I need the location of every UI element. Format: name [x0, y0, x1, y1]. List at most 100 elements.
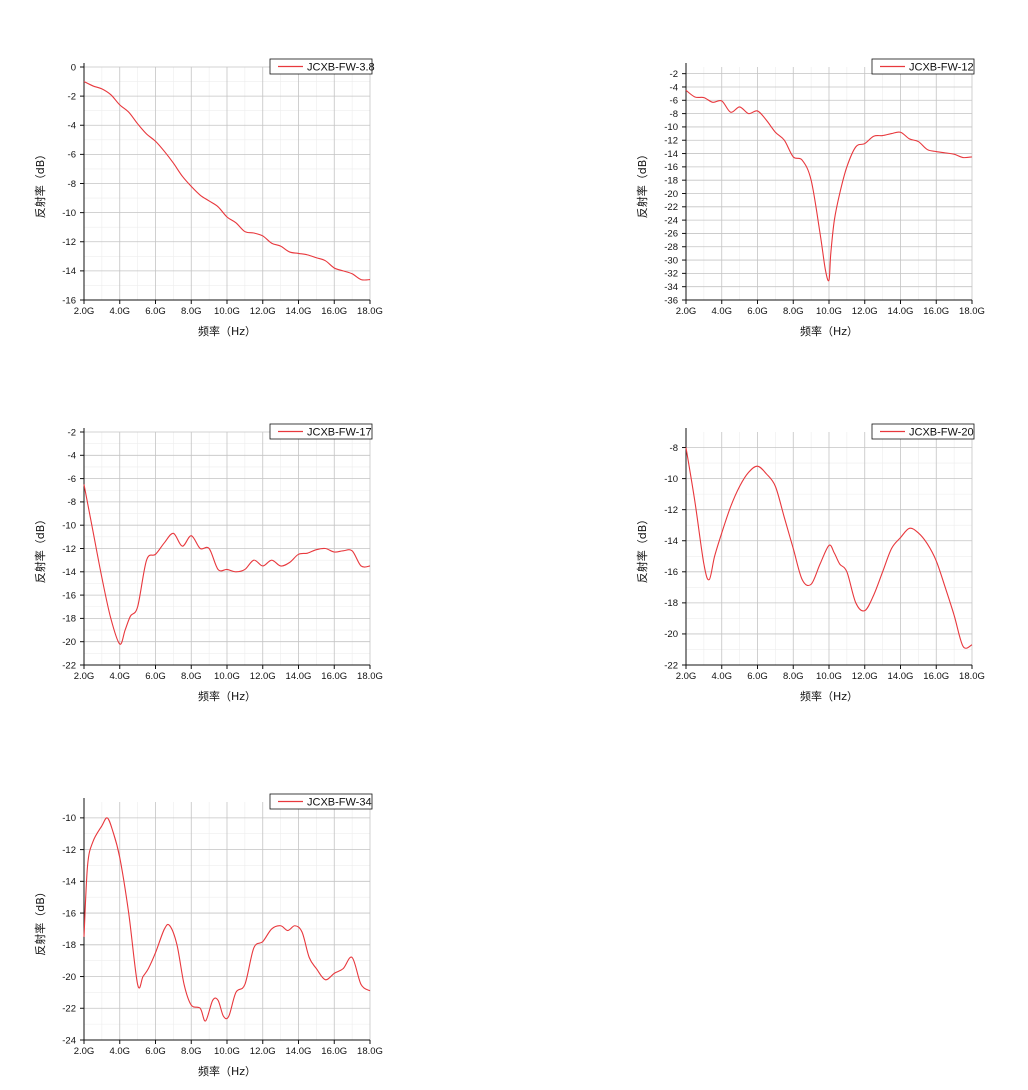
x-tick-label: 18.0G: [357, 1046, 383, 1057]
y-tick-label: -10: [62, 521, 76, 532]
y-tick-label: -22: [62, 660, 76, 671]
x-tick-label: 2.0G: [676, 306, 697, 317]
y-axis-title: 反射率（dB）: [635, 149, 649, 219]
y-tick-label: -16: [62, 908, 76, 919]
y-tick-label: -10: [62, 813, 76, 824]
x-tick-label: 10.0G: [214, 671, 240, 682]
y-tick-label: -14: [62, 877, 76, 888]
y-axis-title: 反射率（dB）: [33, 514, 47, 584]
chart-2: 2.0G 4.0G 6.0G 8.0G 10.0G 12.0G 14.0G 16.0G 18.0…: [635, 58, 985, 338]
y-tick-label: -20: [62, 972, 76, 983]
x-axis-title: 频率（Hz）: [198, 324, 256, 338]
series-line: [83, 484, 371, 645]
x-axis-title: 频率（Hz）: [800, 324, 858, 338]
chart-4: 2.0G 4.0G 6.0G 8.0G 10.0G 12.0G 14.0G 16.0G 18.0…: [635, 423, 985, 703]
y-tick-label: -2: [68, 427, 76, 438]
y-tick-label: -12: [664, 505, 678, 516]
legend-label: JCXB-FW-20: [909, 426, 974, 438]
major-grid: [685, 67, 973, 301]
y-tick-label: -6: [68, 150, 76, 161]
x-tick-label: 4.0G: [109, 671, 130, 682]
x-axis-title: 频率（Hz）: [198, 1064, 256, 1078]
legend-box: [269, 58, 373, 75]
x-tick-label: 4.0G: [711, 671, 732, 682]
x-tick-label: 6.0G: [145, 1046, 166, 1057]
y-tick-label: -10: [664, 474, 678, 485]
x-axis-title: 频率（Hz）: [198, 689, 256, 703]
y-tick-label: -14: [62, 266, 76, 277]
x-tick-label: 8.0G: [181, 1046, 202, 1057]
x-axis-title: 频率（Hz）: [800, 689, 858, 703]
x-tick-label: 2.0G: [74, 306, 95, 317]
y-tick-label: -4: [670, 82, 678, 93]
x-tick-label: 14.0G: [888, 671, 914, 682]
y-tick-label: -8: [670, 443, 678, 454]
y-tick-label: -12: [664, 136, 678, 147]
x-tick-label: 10.0G: [214, 306, 240, 317]
x-tick-label: 14.0G: [888, 306, 914, 317]
minor-grid: [703, 67, 955, 300]
y-tick-label: -2: [670, 69, 678, 80]
x-tick-label: 2.0G: [676, 671, 697, 682]
chart-5: 2.0G 4.0G 6.0G 8.0G 10.0G 12.0G 14.0G 16.0G 18.0…: [33, 793, 383, 1078]
x-tick-label: 12.0G: [852, 671, 878, 682]
x-tick-label: 4.0G: [109, 1046, 130, 1057]
x-tick-label: 12.0G: [250, 1046, 276, 1057]
y-tick-label: -16: [664, 567, 678, 578]
y-tick-label: -6: [68, 474, 76, 485]
x-tick-label: 12.0G: [852, 306, 878, 317]
y-tick-label: -20: [664, 189, 678, 200]
y-tick-label: -18: [664, 598, 678, 609]
y-tick-label: -28: [664, 242, 678, 253]
y-tick-label: -2: [68, 91, 76, 102]
y-tick-label: -12: [62, 544, 76, 555]
y-axis-title: 反射率（dB）: [33, 886, 47, 956]
y-tick-label: -10: [62, 208, 76, 219]
y-tick-label: -8: [670, 109, 678, 120]
y-tick-label: -12: [62, 237, 76, 248]
legend-box: [871, 423, 975, 440]
x-tick-label: 8.0G: [181, 671, 202, 682]
y-tick-label: -36: [664, 295, 678, 306]
x-tick-label: 8.0G: [181, 306, 202, 317]
x-tick-label: 10.0G: [214, 1046, 240, 1057]
legend-label: JCXB-FW-17: [307, 426, 372, 438]
y-tick-label: 0: [71, 62, 76, 73]
x-tick-label: 10.0G: [816, 306, 842, 317]
y-tick-label: -26: [664, 229, 678, 240]
y-tick-label: -8: [68, 497, 76, 508]
chart-1: 2.0G 4.0G 6.0G 8.0G 10.0G 12.0G 14.0G 16.0G 18.0…: [33, 58, 383, 338]
y-tick-label: -6: [670, 96, 678, 107]
x-tick-label: 16.0G: [923, 306, 949, 317]
legend-box: [269, 423, 373, 440]
legend-box: [871, 58, 975, 75]
legend-box: [269, 793, 373, 810]
x-tick-label: 14.0G: [286, 306, 312, 317]
x-tick-label: 10.0G: [816, 671, 842, 682]
x-tick-label: 16.0G: [321, 306, 347, 317]
series-line: [83, 81, 371, 281]
y-tick-label: -18: [62, 614, 76, 625]
chart-3: 2.0G 4.0G 6.0G 8.0G 10.0G 12.0G 14.0G 16.0G 18.0…: [33, 423, 383, 703]
legend-label: JCXB-FW-34: [307, 796, 372, 808]
y-tick-label: -20: [664, 629, 678, 640]
series-line: [685, 89, 973, 282]
y-tick-label: -22: [62, 1004, 76, 1015]
y-tick-label: -12: [62, 845, 76, 856]
y-tick-label: -34: [664, 282, 678, 293]
y-tick-label: -22: [664, 660, 678, 671]
y-tick-label: -14: [62, 567, 76, 578]
x-tick-label: 16.0G: [923, 671, 949, 682]
x-tick-label: 16.0G: [321, 671, 347, 682]
x-tick-label: 14.0G: [286, 1046, 312, 1057]
x-tick-label: 18.0G: [959, 306, 985, 317]
y-axis-title: 反射率（dB）: [635, 514, 649, 584]
x-tick-label: 18.0G: [959, 671, 985, 682]
y-tick-label: -18: [62, 940, 76, 951]
major-grid: [83, 66, 371, 301]
y-tick-label: -20: [62, 637, 76, 648]
x-tick-label: 6.0G: [747, 306, 768, 317]
y-tick-label: -4: [68, 451, 76, 462]
x-tick-label: 18.0G: [357, 671, 383, 682]
x-tick-label: 12.0G: [250, 671, 276, 682]
